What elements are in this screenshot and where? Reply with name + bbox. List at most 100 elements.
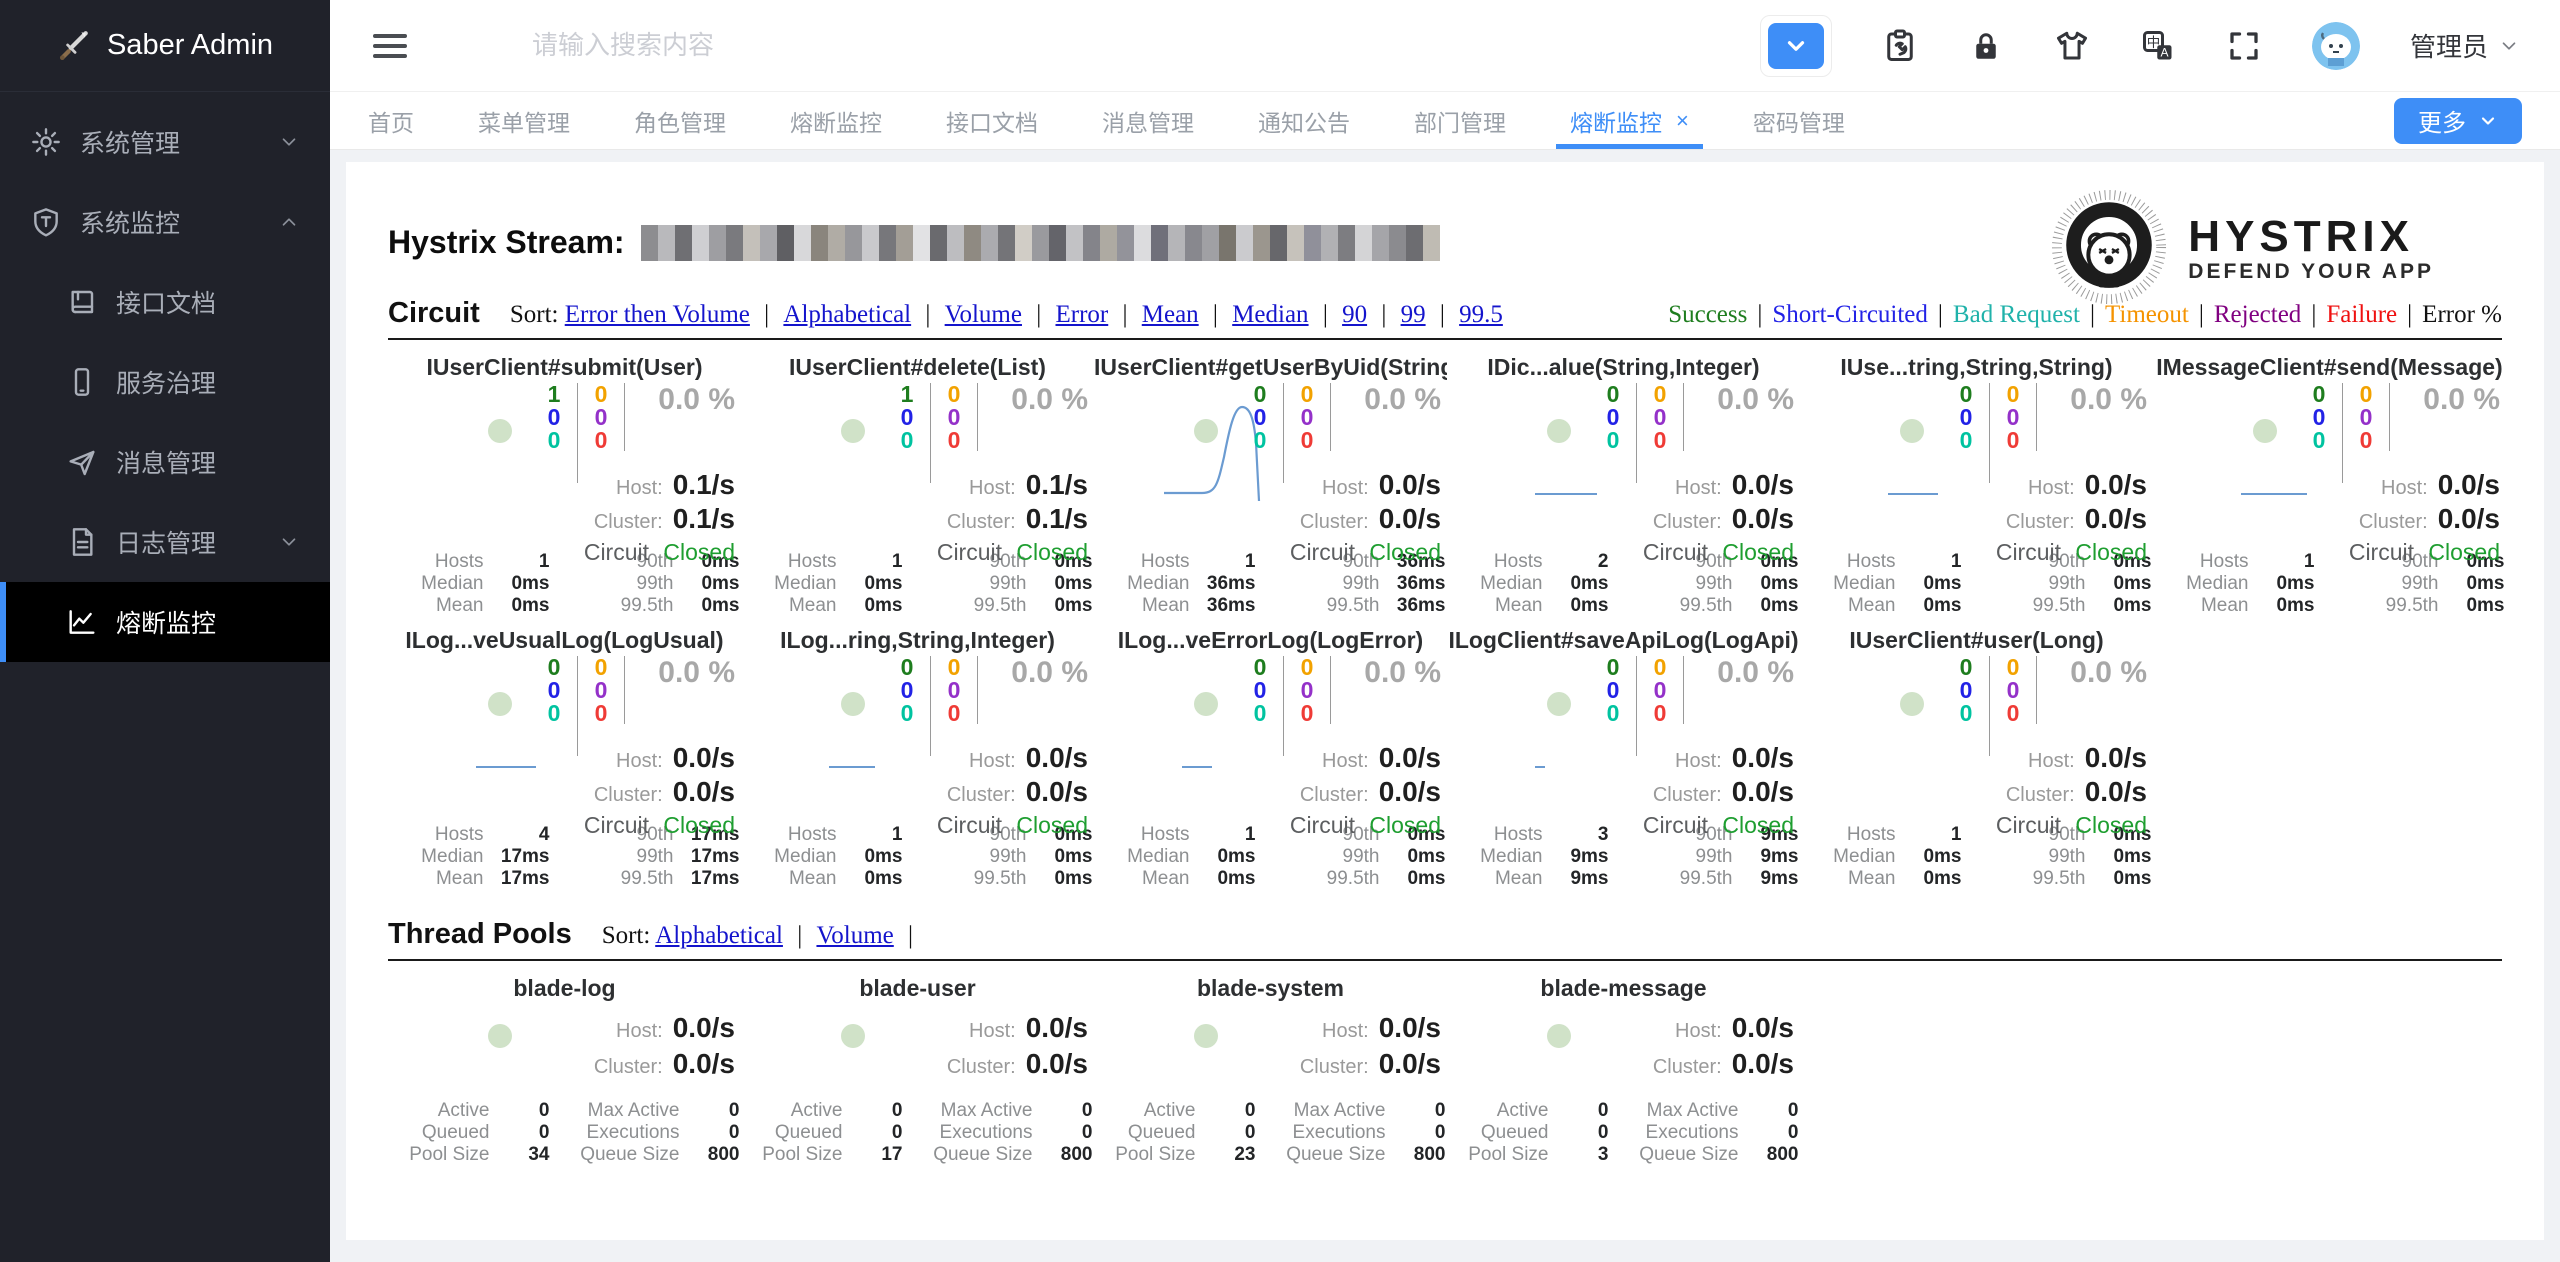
hystrix-logo-title: HYSTRIX	[2188, 211, 2414, 261]
tab-密码管理[interactable]: 密码管理	[1753, 92, 1845, 149]
search-input[interactable]	[530, 29, 1050, 62]
volume-circle	[1194, 1024, 1218, 1048]
tab-通知公告[interactable]: 通知公告	[1258, 92, 1350, 149]
timeout-count: 0	[1300, 381, 1314, 407]
success-count: 0	[2312, 381, 2326, 407]
tab-label: 首页	[368, 109, 414, 136]
cluster-rate-value: 0.0/s	[1731, 776, 1794, 807]
host-rate-label: Host:	[1675, 1020, 1722, 1042]
cluster-rate-label: Cluster:	[1299, 784, 1369, 806]
tab-菜单管理[interactable]: 菜单管理	[478, 92, 570, 149]
host-rate-value: 0.0/s	[1731, 469, 1794, 500]
sort-option-Volume[interactable]: Volume	[944, 301, 1022, 328]
sort-option-99[interactable]: 99	[1400, 301, 1426, 328]
sort-option-Alphabetical[interactable]: Alphabetical	[655, 922, 783, 949]
sort-option-Mean[interactable]: Mean	[1141, 301, 1199, 328]
sort-option-90[interactable]: 90	[1342, 301, 1368, 328]
short-circuited-count: 0	[2312, 404, 2326, 430]
sparkline-flat	[1888, 493, 1938, 495]
sort-option-99.5[interactable]: 99.5	[1459, 301, 1503, 328]
thread-pool-stats: Active 0 Queued 0 Pool Size 34 Max Active 0 …	[409, 1100, 740, 1165]
success-count: 0	[1959, 381, 1973, 407]
sort-option-Alphabetical[interactable]: Alphabetical	[783, 301, 912, 328]
sort-option-Volume[interactable]: Volume	[816, 922, 894, 949]
sidebar-item-service-governance[interactable]: 服务治理	[0, 342, 330, 422]
tab-熔断监控[interactable]: 熔断监控 ×	[1556, 92, 1703, 149]
failure-count: 0	[947, 427, 961, 453]
phone-icon	[66, 366, 98, 398]
cluster-rate-label: Cluster:	[1299, 511, 1369, 533]
tab-close-icon[interactable]: ×	[1676, 107, 1689, 133]
circuit-card: IDic...alue(String,Integer) 0 0 0 0 0 0	[1447, 354, 1800, 617]
thread-pool-card: blade-log Host: 0.0/s Cluster: 0.0/s Act…	[388, 975, 741, 1166]
circuit-name: ILog...veErrorLog(LogError)	[1117, 627, 1424, 653]
tab-消息管理[interactable]: 消息管理	[1102, 92, 1194, 149]
tab-label: 角色管理	[634, 109, 726, 136]
host-rate-label: Host:	[616, 750, 663, 772]
maintenance-icon[interactable]	[1882, 28, 1918, 64]
timeout-count: 0	[947, 381, 961, 407]
success-count: 1	[547, 381, 561, 407]
sidebar-item-circuit-monitor[interactable]: 熔断监控	[0, 582, 330, 662]
tab-接口文档[interactable]: 接口文档	[946, 92, 1038, 149]
circuit-grid: IUserClient#submit(User) 1 0 0 0 0 0	[388, 354, 2504, 900]
separator: |	[1316, 301, 1335, 328]
lock-icon[interactable]	[1968, 28, 2004, 64]
hystrix-logo-text: HYSTRIX DEFEND YOUR APP	[2188, 211, 2434, 284]
sidebar-item-message-management[interactable]: 消息管理	[0, 422, 330, 502]
host-rate-value: 0.0/s	[672, 742, 735, 773]
chart-line-icon	[66, 606, 98, 638]
host-rate-label: Host:	[1322, 477, 1369, 499]
bad-request-count: 0	[1959, 700, 1973, 726]
tab-角色管理[interactable]: 角色管理	[634, 92, 726, 149]
sort-option-Median[interactable]: Median	[1232, 301, 1309, 328]
host-rate-label: Host:	[1675, 750, 1722, 772]
failure-count: 0	[1300, 700, 1314, 726]
cluster-rate-value: 0.1/s	[672, 503, 735, 534]
collapse-dropdown-button[interactable]	[1759, 14, 1832, 77]
sparkline-flat	[1535, 493, 1597, 495]
error-percentage: 0.0 %	[2423, 383, 2500, 416]
sort-option-Error then Volume[interactable]: Error then Volume	[564, 301, 750, 328]
sidebar-item-system-management[interactable]: 系统管理	[0, 102, 330, 182]
tab-熔断监控[interactable]: 熔断监控	[790, 92, 882, 149]
host-rate-label: Host:	[969, 477, 1016, 499]
sort-option-Error[interactable]: Error	[1055, 301, 1109, 328]
cluster-rate-label: Cluster:	[1299, 1056, 1369, 1078]
menu-toggle-icon[interactable]	[370, 26, 410, 66]
short-circuited-count: 0	[1606, 677, 1620, 703]
circuit-stats: Hosts 1 Median 0ms Mean 0ms 90th 0ms 99th 0ms…	[1833, 551, 2152, 616]
fullscreen-icon[interactable]	[2226, 28, 2262, 64]
separator: |	[1433, 301, 1452, 328]
avatar[interactable]	[2311, 21, 2360, 70]
failure-count: 0	[2006, 427, 2020, 453]
tab-bar: 首页 菜单管理 角色管理 熔断监控 接口文档 消息管理 通知公告 部门管理 熔断监控 × 密码管理 …	[330, 92, 2560, 150]
legend-Short-Circuited: Short-Circuited	[1772, 301, 1928, 328]
tab-label: 密码管理	[1752, 109, 1845, 136]
sidebar-item-system-monitor[interactable]: 系统监控	[0, 182, 330, 262]
sidebar-item-api-docs[interactable]: 接口文档	[0, 262, 330, 342]
host-rate-value: 0.0/s	[1378, 1012, 1441, 1043]
circuit-card: IUserClient#submit(User) 1 0 0 0 0 0	[388, 354, 741, 617]
failure-count: 0	[2359, 427, 2373, 453]
chevron-up-icon	[278, 211, 300, 233]
circuit-status-label: Circuit	[1289, 539, 1355, 565]
error-percentage: 0.0 %	[658, 656, 735, 689]
stream-title: Hystrix Stream:	[388, 224, 625, 260]
short-circuited-count: 0	[1253, 404, 1267, 430]
counters: 1 0 0 0 0 0 0.0 %	[892, 383, 1088, 483]
user-menu[interactable]: 管理员	[2410, 27, 2520, 64]
circuit-status-label: Circuit	[1642, 539, 1708, 565]
circuit-card: IUserClient#delete(List) 1 0 0 0 0 0	[741, 354, 1094, 617]
timeout-count: 0	[594, 654, 608, 680]
more-button[interactable]: 更多	[2394, 97, 2522, 144]
cluster-rate-value: 0.1/s	[1025, 503, 1088, 534]
rejected-count: 0	[2006, 404, 2020, 430]
theme-icon[interactable]	[2054, 28, 2090, 64]
tab-部门管理[interactable]: 部门管理	[1414, 92, 1506, 149]
tab-首页[interactable]: 首页	[368, 92, 414, 149]
host-rate-label: Host:	[969, 750, 1016, 772]
sidebar-item-log-management[interactable]: 日志管理	[0, 502, 330, 582]
success-count: 0	[1253, 654, 1267, 680]
